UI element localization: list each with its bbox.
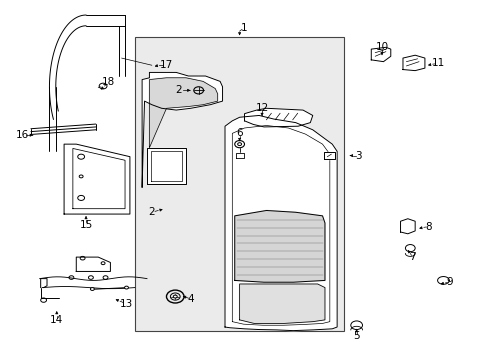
Circle shape <box>79 175 83 178</box>
Text: 18: 18 <box>101 77 114 87</box>
Text: 17: 17 <box>160 60 173 70</box>
Text: 2: 2 <box>148 207 155 217</box>
Text: 4: 4 <box>187 294 194 304</box>
Circle shape <box>90 288 94 291</box>
Circle shape <box>101 262 105 265</box>
Polygon shape <box>142 72 222 187</box>
Text: 9: 9 <box>445 277 452 287</box>
Text: 6: 6 <box>236 129 243 138</box>
Polygon shape <box>147 148 185 184</box>
Polygon shape <box>400 219 414 234</box>
Polygon shape <box>324 152 334 159</box>
Text: 2: 2 <box>175 85 182 95</box>
Text: 1: 1 <box>241 23 247 33</box>
Bar <box>135 37 344 330</box>
Text: 15: 15 <box>79 220 92 230</box>
Polygon shape <box>64 144 130 214</box>
Polygon shape <box>244 108 312 127</box>
Text: 12: 12 <box>255 103 268 113</box>
Text: 3: 3 <box>354 150 361 161</box>
Polygon shape <box>437 276 448 284</box>
Polygon shape <box>239 284 325 323</box>
Polygon shape <box>234 211 325 282</box>
Text: 7: 7 <box>408 252 415 262</box>
Text: 10: 10 <box>375 42 388 52</box>
Polygon shape <box>370 47 390 62</box>
Polygon shape <box>149 78 217 148</box>
Circle shape <box>237 143 241 145</box>
Text: 5: 5 <box>353 331 359 341</box>
Text: 14: 14 <box>50 315 63 325</box>
Polygon shape <box>402 55 424 71</box>
Text: 13: 13 <box>119 299 132 309</box>
Circle shape <box>124 286 128 289</box>
Text: 16: 16 <box>16 130 29 140</box>
Text: 11: 11 <box>431 58 444 68</box>
Circle shape <box>173 295 177 298</box>
Text: 8: 8 <box>425 222 431 231</box>
Polygon shape <box>224 116 336 330</box>
